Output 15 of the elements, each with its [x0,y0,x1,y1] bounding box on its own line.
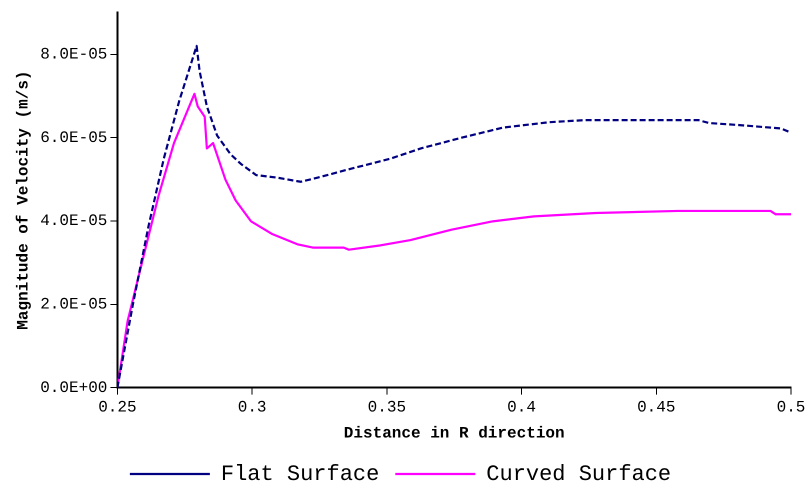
y-tick-label: 8.0E-05 [40,46,108,64]
x-tick-label: 0.4 [507,398,536,416]
x-tick-label: 0.5 [776,398,806,416]
legend-label: Curved Surface [486,462,672,487]
x-tick-label: 0.3 [238,398,267,416]
x-tick-label: 0.35 [368,398,406,416]
y-tick-label: 4.0E-05 [40,212,108,230]
legend-label: Flat Surface [220,462,380,487]
y-tick-label: 6.0E-05 [40,128,108,147]
y-tick-label: 2.0E-05 [40,296,108,314]
y-axis-title: Magnitude of Velocity (m/s) [14,70,33,330]
x-tick-label: 0.45 [637,398,676,416]
x-tick-label: 0.25 [98,398,137,416]
x-axis-title: Distance in R direction [344,424,565,442]
y-tick-label: 0.0E+00 [40,378,108,397]
